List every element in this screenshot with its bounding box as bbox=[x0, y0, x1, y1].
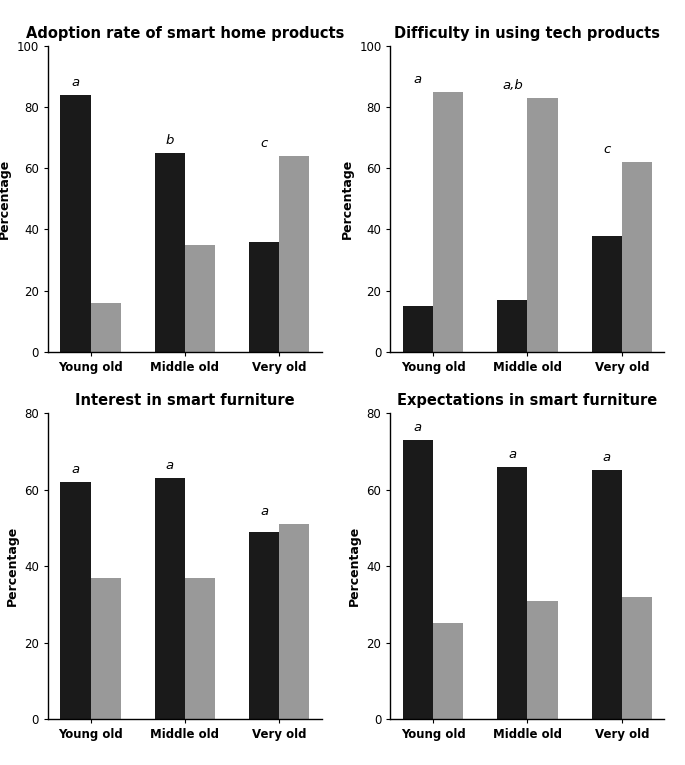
Y-axis label: Percentage: Percentage bbox=[348, 526, 361, 606]
Bar bbox=[185, 578, 215, 719]
Text: a,b: a,b bbox=[502, 79, 523, 92]
Bar bbox=[60, 95, 90, 352]
Text: a: a bbox=[71, 463, 79, 476]
Bar bbox=[279, 156, 310, 352]
Text: a: a bbox=[260, 505, 269, 518]
Text: i: i bbox=[183, 453, 187, 467]
Bar bbox=[90, 578, 121, 719]
Text: b: b bbox=[166, 134, 174, 147]
Title: Interest in smart furniture: Interest in smart furniture bbox=[75, 392, 295, 408]
Legend: Difficult, Not Difficult: Difficult, Not Difficult bbox=[425, 413, 630, 434]
Bar bbox=[279, 524, 310, 719]
Legend: Adopted, Not adopted: Adopted, Not adopted bbox=[79, 413, 291, 434]
Text: a: a bbox=[71, 76, 79, 89]
Y-axis label: Percentage: Percentage bbox=[5, 526, 18, 606]
Title: Difficulty in using tech products: Difficulty in using tech products bbox=[395, 25, 660, 41]
Bar bbox=[497, 467, 527, 719]
Text: ii: ii bbox=[523, 453, 532, 467]
Bar bbox=[622, 162, 652, 352]
Bar bbox=[592, 470, 622, 719]
Title: Expectations in smart furniture: Expectations in smart furniture bbox=[397, 392, 658, 408]
Text: c: c bbox=[603, 143, 610, 156]
Text: a: a bbox=[508, 448, 516, 461]
Bar bbox=[90, 303, 121, 352]
Text: a: a bbox=[166, 459, 174, 472]
Text: a: a bbox=[414, 421, 422, 434]
Bar bbox=[497, 300, 527, 352]
Bar bbox=[403, 306, 433, 352]
Bar bbox=[185, 245, 215, 352]
Bar bbox=[249, 532, 279, 719]
Y-axis label: Percentage: Percentage bbox=[0, 159, 11, 239]
Text: c: c bbox=[260, 137, 268, 150]
Title: Adoption rate of smart home products: Adoption rate of smart home products bbox=[26, 25, 344, 41]
Bar bbox=[622, 597, 652, 719]
Bar bbox=[155, 153, 185, 352]
Text: a: a bbox=[603, 451, 611, 464]
Bar bbox=[403, 440, 433, 719]
Bar bbox=[527, 601, 558, 719]
Bar bbox=[527, 98, 558, 352]
Bar bbox=[155, 478, 185, 719]
Bar bbox=[249, 242, 279, 352]
Text: a: a bbox=[414, 73, 422, 86]
Y-axis label: Percentage: Percentage bbox=[340, 159, 353, 239]
Bar bbox=[592, 236, 622, 352]
Bar bbox=[433, 92, 463, 352]
Bar bbox=[60, 482, 90, 719]
Bar bbox=[433, 623, 463, 719]
